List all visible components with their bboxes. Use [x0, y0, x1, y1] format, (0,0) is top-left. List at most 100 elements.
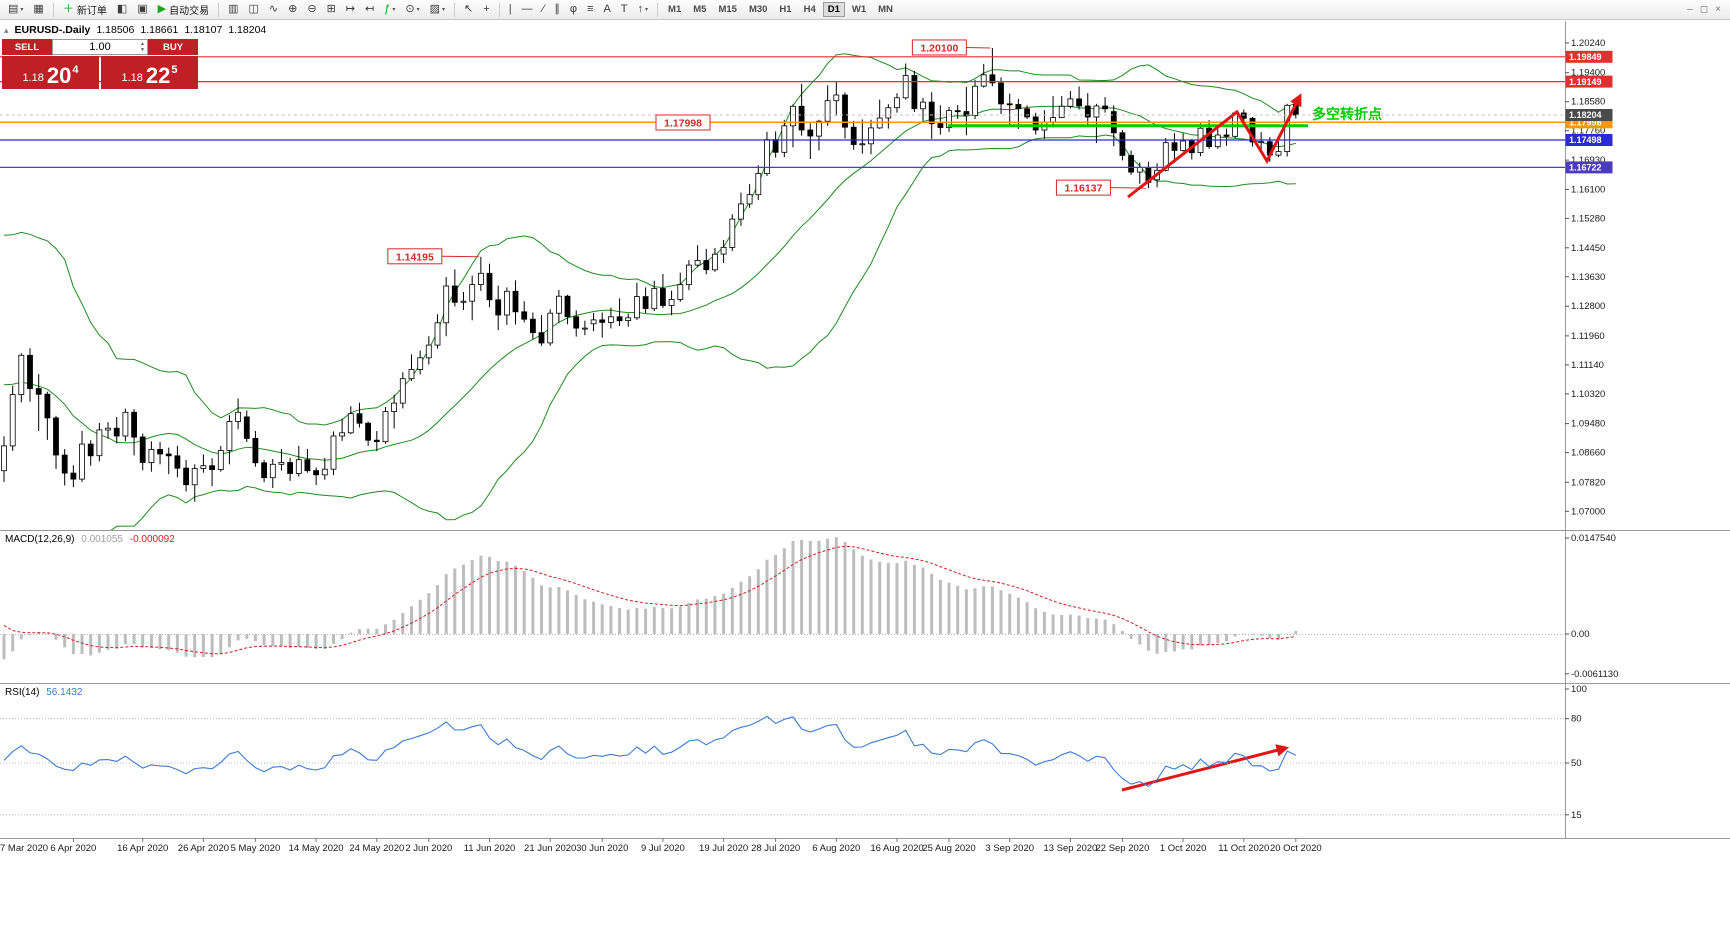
svg-text:0.00: 0.00	[1571, 629, 1590, 640]
crosshair-button[interactable]: +	[479, 1, 493, 19]
timeframe-button-h1[interactable]: H1	[779, 4, 792, 15]
market-watch-button[interactable]: ◧	[113, 1, 131, 19]
svg-text:1.18580: 1.18580	[1571, 97, 1605, 108]
zoom-out-button[interactable]: ⊖	[303, 1, 320, 19]
horizontal-line-button[interactable]: —	[518, 1, 537, 19]
svg-text:9 Jul 2020: 9 Jul 2020	[641, 843, 685, 854]
trend-arrow-main[interactable]	[1127, 93, 1302, 199]
text-label-button[interactable]: T	[617, 1, 632, 19]
sell-price-button[interactable]: 1.18 20 4	[2, 56, 99, 89]
new-chart-button[interactable]: ▤ ▾	[4, 1, 27, 19]
candlestick-chart-button[interactable]: ◫	[245, 1, 263, 19]
price-label-annotations: 1.20100 1.17998 1.16137 1.14195	[387, 39, 1147, 265]
toolbar-separator	[498, 2, 500, 17]
rsi-axis[interactable]: 100 80 50 15	[1565, 684, 1587, 821]
shapes-button[interactable]: ≡	[583, 1, 597, 19]
svg-text:1.07820: 1.07820	[1571, 477, 1605, 488]
spinner-down-icon[interactable]: ▼	[140, 47, 145, 54]
horizontal-line-icon: —	[521, 3, 533, 15]
volume-input[interactable]: 1.00 ▲ ▼	[52, 39, 148, 55]
price-label-1.14195[interactable]: 1.14195	[387, 248, 479, 265]
svg-text:1.11960: 1.11960	[1571, 331, 1605, 342]
window-minimize-icon[interactable]: –	[1687, 4, 1693, 15]
annotation-note[interactable]: 多空转折点	[1312, 106, 1382, 122]
tile-windows-button[interactable]: ⊞	[323, 1, 340, 19]
toolbar-separator	[218, 2, 220, 17]
auto-trading-button[interactable]: ▶ 自动交易	[154, 1, 213, 19]
timeframe-button-w1[interactable]: W1	[851, 4, 867, 15]
window-restore-icon[interactable]: ◻	[1699, 4, 1709, 15]
text-button[interactable]: A	[599, 1, 614, 19]
svg-text:20 Oct 2020: 20 Oct 2020	[1270, 843, 1322, 854]
svg-text:6 Aug 2020: 6 Aug 2020	[812, 843, 860, 854]
timeframe-button-m1[interactable]: M1	[668, 4, 682, 15]
vertical-line-icon: |	[508, 3, 512, 15]
trend-arrow-rsi[interactable]	[1121, 744, 1290, 792]
svg-text:1.13630: 1.13630	[1571, 272, 1605, 283]
svg-text:1.19149: 1.19149	[1569, 77, 1602, 87]
trendline-button[interactable]: ∕	[539, 1, 549, 19]
svg-text:19 Jul 2020: 19 Jul 2020	[699, 843, 748, 854]
price-label-1.16137[interactable]: 1.16137	[1055, 179, 1147, 196]
svg-text:1.18204: 1.18204	[1569, 110, 1602, 120]
svg-text:80: 80	[1571, 714, 1582, 725]
volume-spinner[interactable]: ▲ ▼	[140, 41, 145, 54]
price-badge-1.18204	[1565, 109, 1613, 121]
time-axis[interactable]: 7 Mar 2020 6 Apr 2020 16 Apr 2020 26 Apr 20…	[0, 838, 1322, 854]
timeframe-button-h4[interactable]: H4	[803, 4, 816, 15]
svg-text:1.09480: 1.09480	[1571, 419, 1605, 430]
macd-signal-value: -0.000092	[129, 534, 175, 545]
arrows-tool-button[interactable]: ↑ ▾	[634, 1, 653, 19]
cursor-icon: ↖	[464, 3, 474, 15]
svg-text:22 Sep 2020: 22 Sep 2020	[1095, 843, 1149, 854]
buy-label[interactable]: BUY	[148, 39, 198, 55]
sell-label[interactable]: SELL	[2, 39, 52, 55]
horizontal-lines	[0, 56, 1565, 168]
data-window-button[interactable]: ▣	[133, 1, 151, 19]
svg-text:-0.0061130: -0.0061130	[1571, 669, 1618, 680]
timeframe-button-m5[interactable]: M5	[693, 4, 707, 15]
line-chart-button[interactable]: ∿	[265, 1, 282, 19]
timeframe-button-m15[interactable]: M15	[718, 4, 737, 15]
bollinger-bands	[3, 53, 1297, 530]
fibonacci-button[interactable]: φ	[566, 1, 581, 19]
window-close-icon[interactable]: ×	[1715, 4, 1721, 15]
price-label-1.17998[interactable]: 1.17998	[655, 114, 711, 131]
one-click-collapse-icon[interactable]: ▴	[4, 24, 9, 35]
shapes-icon: ≡	[587, 3, 594, 15]
price-axis[interactable]: 1.20240 1.19400 1.18580 1.17760 1.16930 1.161…	[1565, 38, 1605, 517]
new-chart-icon: ▤	[8, 3, 19, 15]
cursor-button[interactable]: ↖	[460, 1, 477, 19]
auto-scroll-button[interactable]: ↦	[342, 1, 359, 19]
macd-axis[interactable]: 0.0147540 0.00 -0.0061130	[1565, 533, 1618, 680]
new-order-icon: ＋	[62, 3, 74, 15]
caret-down-icon: ▾	[645, 7, 649, 13]
tile-windows-icon: ⊞	[326, 3, 336, 15]
buy-price-button[interactable]: 1.18 22 5	[101, 56, 198, 89]
chart-shift-button[interactable]: ↤	[361, 1, 378, 19]
periods-button[interactable]: ⊙ ▾	[401, 1, 423, 19]
chart-profiles-button[interactable]: ▦	[29, 1, 47, 19]
svg-text:5 May 2020: 5 May 2020	[231, 843, 281, 854]
zoom-in-button[interactable]: ⊕	[284, 1, 301, 19]
ohlc-high: 1.18661	[140, 24, 179, 36]
channel-button[interactable]: ∥	[550, 1, 564, 19]
svg-text:1.20100: 1.20100	[920, 42, 958, 54]
caret-down-icon: ▾	[20, 7, 24, 13]
bar-chart-button[interactable]: ▥	[224, 1, 242, 19]
templates-button[interactable]: ▨ ▾	[426, 1, 449, 19]
indicators-button[interactable]: ƒ ▾	[380, 1, 399, 19]
timeframe-button-m30[interactable]: M30	[748, 4, 768, 15]
volume-value: 1.00	[89, 41, 111, 53]
toolbar-separator	[657, 2, 659, 17]
spinner-up-icon[interactable]: ▲	[140, 41, 145, 47]
timeframe-button-d1[interactable]: D1	[822, 2, 845, 17]
vertical-line-button[interactable]: |	[505, 1, 516, 19]
timeframe-button-mn[interactable]: MN	[878, 4, 893, 15]
crosshair-icon: +	[483, 3, 490, 15]
new-order-button[interactable]: ＋新订单	[59, 1, 111, 19]
price-label-1.20100[interactable]: 1.20100	[911, 39, 991, 56]
toolbar-buttons: ▤ ▾ ▦ ＋新订单 ◧ ▣ ▶ 自动交易 ▥ ◫ ∿ ⊕ ⊖ ⊞ ↦ ↤ ƒ ▾ ⊙ ▾ ▨ ▾ ↖ + | — ∕ ∥ φ ≡ A T ↑ ▾…	[3, 0, 1687, 19]
svg-text:1.14195: 1.14195	[396, 251, 434, 263]
